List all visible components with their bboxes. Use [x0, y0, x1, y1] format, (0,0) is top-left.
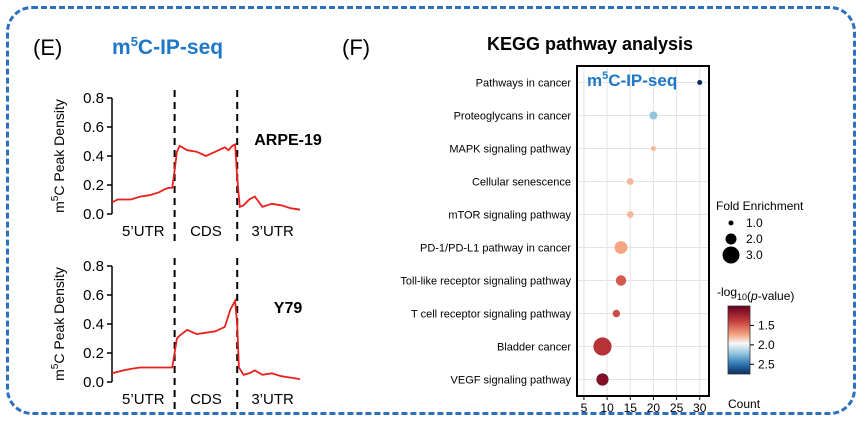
region-label: 3’UTR	[251, 223, 294, 240]
color-tick-label: 2.0	[758, 338, 775, 352]
y-tick-label: 0.0	[83, 206, 104, 223]
x-axis-label: Count	[728, 397, 761, 411]
data-point	[626, 211, 634, 218]
region-label: 5’UTR	[122, 223, 165, 240]
data-point	[615, 275, 627, 286]
color-legend-bar	[727, 305, 751, 375]
y-tick-label: 0.8	[83, 90, 104, 107]
category-label: Proteoglycans in cancer	[454, 111, 572, 123]
data-point	[612, 309, 621, 318]
density-line	[111, 142, 301, 211]
plot-frame	[576, 65, 710, 397]
category-label: mTOR signaling pathway	[448, 210, 571, 222]
data-point	[650, 146, 656, 151]
y-axis-label: m5C Peak Density	[50, 267, 67, 381]
dashed-frame	[6, 6, 856, 415]
sample-label: Y79	[274, 300, 303, 317]
y-tick-label: 0.8	[83, 258, 104, 275]
size-legend-dot	[722, 246, 740, 264]
panel-e-title: m5C-IP-seq	[112, 34, 223, 59]
data-point	[626, 178, 634, 185]
panel-e-letter: (E)	[33, 35, 62, 60]
size-legend-title: Fold Enrichment	[716, 199, 804, 213]
size-legend: 1.0 2.0 3.0	[722, 216, 763, 264]
region-label: 5’UTR	[122, 391, 165, 408]
x-tick-label: 15	[624, 401, 638, 415]
category-label: VEGF signaling pathway	[451, 375, 572, 387]
y-tick-label: 0.2	[83, 345, 104, 362]
sample-label: ARPE-19	[254, 132, 322, 149]
data-point	[596, 373, 609, 386]
color-legend-ticks: 1.5 2.0 2.5	[750, 318, 775, 371]
category-label: T cell receptor signaling pathway	[411, 309, 571, 321]
density-line	[111, 297, 301, 380]
y-tick-label: 0.4	[83, 148, 104, 165]
y-tick-label: 0.6	[83, 119, 104, 136]
size-legend-dot	[728, 220, 734, 226]
y-tick-label: 0.4	[83, 316, 104, 333]
category-label: Bladder cancer	[497, 342, 571, 354]
size-legend-label: 1.0	[746, 216, 763, 230]
y-tick-label: 0.6	[83, 287, 104, 304]
chart-arpe19: 0.0 0.2 0.4 0.6 0.8 m5C Peak Density 5’UTR CDS 3…	[50, 90, 322, 244]
size-legend-label: 3.0	[746, 248, 763, 262]
region-label: CDS	[190, 223, 222, 240]
color-tick-label: 1.5	[758, 318, 775, 332]
category-label: PD-1/PD-L1 pathway in cancer	[420, 243, 571, 255]
data-point	[614, 241, 628, 254]
chart-kegg-dotplot: Pathways in cancer Proteoglycans in cance…	[400, 65, 761, 415]
region-label: CDS	[190, 391, 222, 408]
y-tick-label: 0.2	[83, 177, 104, 194]
size-legend-label: 2.0	[746, 232, 763, 246]
x-tick-label: 30	[693, 401, 707, 415]
data-point	[593, 337, 612, 356]
data-point	[697, 80, 703, 85]
dotplot-inset-label: m5C-IP-seq	[587, 70, 677, 90]
color-legend-title: -log10(p-value)	[717, 285, 794, 303]
data-point	[649, 111, 658, 120]
region-label: 3’UTR	[251, 391, 294, 408]
chart-y79: 0.0 0.2 0.4 0.6 0.8 m5C Peak Density 5’UTR CDS 3…	[50, 258, 302, 412]
size-legend-dot	[725, 233, 737, 245]
y-axis-label: m5C Peak Density	[50, 99, 67, 213]
x-tick-label: 5	[581, 401, 588, 415]
color-tick-label: 2.5	[758, 357, 775, 371]
category-label: Cellular senescence	[472, 177, 571, 189]
x-tick-label: 20	[647, 401, 661, 415]
category-label: MAPK signaling pathway	[449, 144, 571, 156]
category-label: Toll-like receptor signaling pathway	[400, 276, 571, 288]
category-label: Pathways in cancer	[476, 78, 572, 90]
panel-f-title: KEGG pathway analysis	[487, 34, 693, 54]
x-tick-label: 10	[600, 401, 614, 415]
panel-f-letter: (F)	[342, 35, 370, 60]
x-tick-label: 25	[670, 401, 684, 415]
y-tick-label: 0.0	[83, 374, 104, 391]
